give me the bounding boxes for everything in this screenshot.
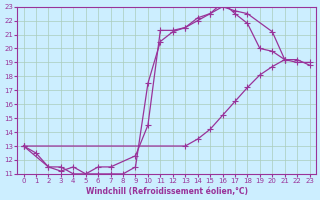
X-axis label: Windchill (Refroidissement éolien,°C): Windchill (Refroidissement éolien,°C) <box>85 187 248 196</box>
